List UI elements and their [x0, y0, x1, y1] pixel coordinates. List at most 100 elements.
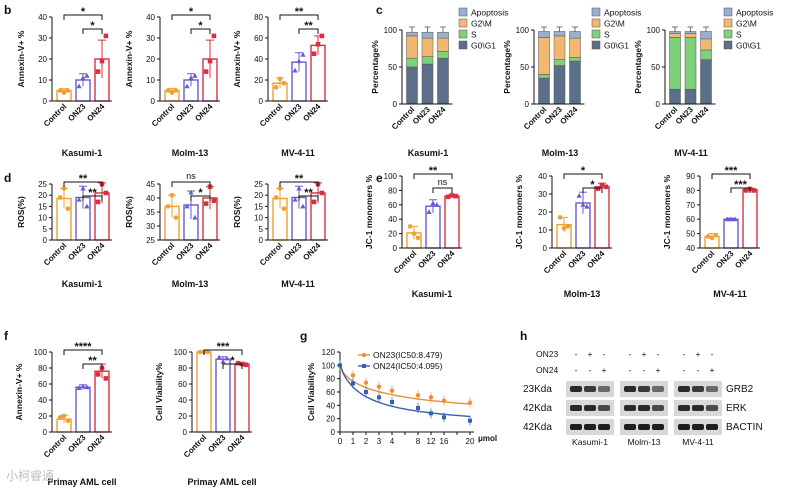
blot-band	[706, 386, 718, 392]
blot-band	[678, 405, 690, 411]
data-point	[165, 88, 171, 93]
y-tick-label: 15	[254, 202, 263, 211]
significance-bracket	[82, 28, 103, 34]
stack-segment	[538, 77, 550, 105]
data-point	[65, 88, 71, 93]
sign-on23: -	[657, 349, 660, 359]
significance-bracket	[82, 195, 103, 201]
significance-label: ***	[734, 179, 748, 191]
y-tick-label: 25	[254, 180, 263, 189]
x-category-label: Control	[182, 433, 208, 459]
data-point	[751, 188, 757, 193]
significance-bracket	[190, 28, 211, 34]
data-point	[192, 214, 198, 220]
significance-label: ***	[217, 341, 231, 353]
data-point	[277, 76, 283, 82]
data-point	[169, 90, 175, 95]
stack-segment	[406, 57, 418, 68]
data-point	[300, 203, 306, 209]
panel-letter: h	[520, 329, 527, 343]
y-tick-label: 40	[686, 244, 695, 253]
significance-label: *	[189, 6, 194, 18]
data-point	[407, 224, 413, 229]
stack-segment	[700, 38, 712, 51]
stack-segment	[569, 37, 581, 58]
cell-line-label: Molm-13	[627, 437, 660, 447]
sign-on23: -	[575, 349, 578, 359]
x-category-label: ON24	[301, 241, 323, 263]
chart-title: MV-4-11	[674, 148, 708, 158]
legend-label: G2\M	[736, 19, 757, 29]
chart-title: Kasumi-1	[412, 289, 453, 299]
stack-segment	[700, 49, 712, 60]
legend-swatch	[591, 18, 601, 28]
blot-band	[678, 386, 690, 392]
y-tick-label: 0	[183, 428, 188, 437]
stack-segment	[538, 31, 550, 38]
legend-label: ON24(IC50:4.095)	[373, 361, 443, 371]
y-tick-label: 35	[146, 208, 155, 217]
stack-segment	[437, 51, 449, 59]
sign-on23: +	[588, 349, 593, 359]
blot-band	[570, 405, 582, 411]
x-category-label: ON24	[193, 102, 215, 124]
y-tick-label: 20	[38, 412, 47, 421]
data-point	[103, 190, 109, 196]
y-tick-label: 80	[686, 186, 695, 195]
significance-bracket	[298, 28, 319, 34]
y-tick-label: 10	[538, 226, 547, 235]
legend-label: Apoptosis	[736, 8, 773, 18]
legend-swatch	[723, 29, 733, 39]
data-point	[595, 186, 601, 191]
significance-label: ns	[438, 177, 448, 187]
significance-bracket	[279, 14, 319, 20]
x-category-label: ON24	[585, 249, 607, 271]
y-tick-label: 20	[38, 55, 47, 64]
data-point	[426, 209, 432, 214]
y-tick-label: 80	[178, 364, 187, 373]
chart-title: Molm-13	[172, 279, 209, 289]
data-point	[724, 216, 730, 222]
stack-segment	[700, 59, 712, 105]
data-point	[205, 349, 211, 355]
x-category-label: ON23	[282, 241, 304, 263]
y-tick-label: 0	[525, 100, 530, 109]
data-point	[203, 201, 209, 206]
significance-label: ***	[725, 165, 739, 177]
y-tick-label: 40	[178, 396, 187, 405]
legend-marker	[361, 352, 367, 358]
data-point	[273, 195, 279, 200]
x-category-label: ON24	[301, 102, 323, 124]
data-point	[207, 58, 213, 64]
data-point	[429, 411, 433, 416]
significance-label: *	[90, 20, 95, 32]
data-point	[80, 185, 86, 191]
sign-on23: +	[696, 349, 701, 359]
y-axis-label: JC-1 monomers %	[662, 174, 672, 249]
y-axis-label: Percentage%	[370, 40, 380, 94]
chart-title: MV-4-11	[281, 148, 315, 158]
significance-bracket	[730, 187, 751, 193]
data-point	[57, 415, 63, 420]
chart-title: Molm-13	[172, 148, 209, 158]
significance-bracket	[711, 173, 751, 179]
stacked-chart: 050100Percentage%ControlON23ON24Kasumi-1…	[370, 8, 508, 159]
significance-label: *	[230, 355, 235, 367]
y-tick-label: 100	[384, 26, 398, 35]
data-point	[705, 234, 711, 239]
bar	[444, 195, 460, 249]
y-tick-label: 40	[38, 13, 47, 22]
significance-label: *	[198, 20, 203, 32]
x-category-label: Control	[150, 241, 176, 267]
data-point	[216, 354, 222, 360]
blot-band	[638, 405, 650, 411]
data-point	[65, 206, 71, 211]
data-point	[188, 189, 194, 195]
panel-letter: e	[376, 171, 383, 185]
y-tick-label: 0	[43, 428, 48, 437]
significance-label: ****	[74, 341, 92, 353]
